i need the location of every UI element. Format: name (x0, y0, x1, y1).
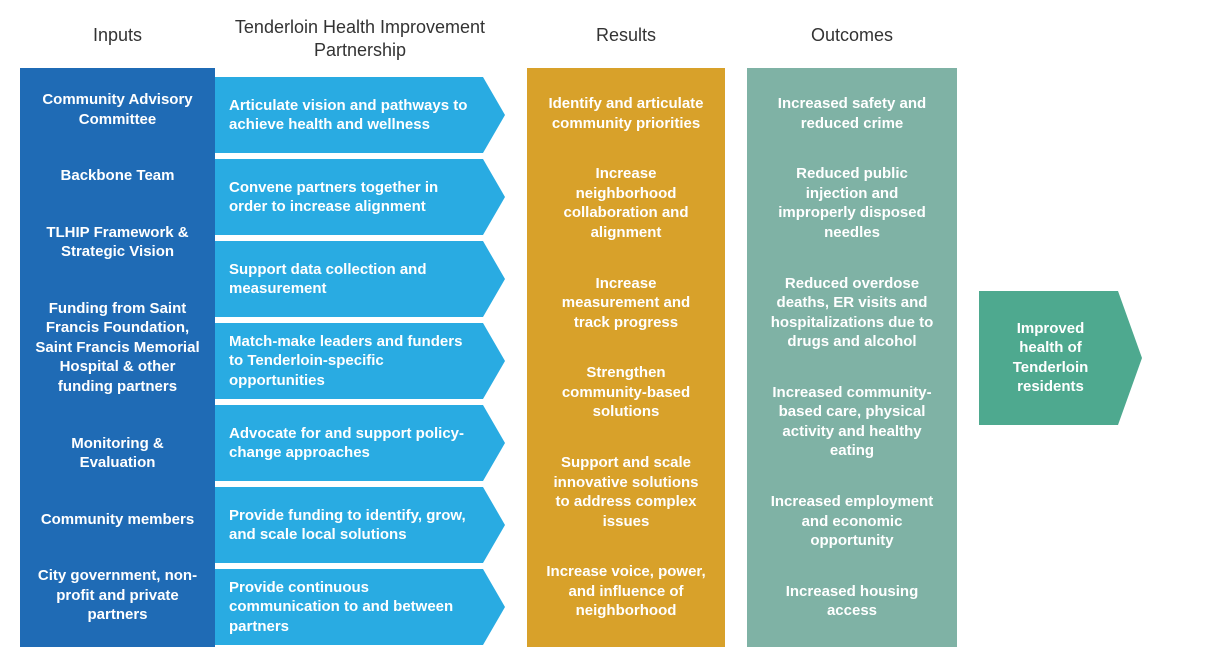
outcomes-item: Increased employment and economic opport… (765, 492, 939, 551)
arrow-head-icon (1118, 291, 1142, 425)
gap (957, 10, 979, 647)
arrow-head-icon (483, 323, 505, 399)
results-item: Increase neighborhood collaboration and … (545, 164, 707, 242)
inputs-item: Backbone Team (34, 166, 201, 186)
column-results: Results Identify and articulate communit… (527, 10, 725, 647)
arrow-head-icon (483, 569, 505, 645)
column-outcomes: Outcomes Increased safety and reduced cr… (747, 10, 957, 647)
final-goal-arrow: Improved health of Tenderloin residents (979, 291, 1142, 425)
column-final: Improved health of Tenderloin residents (979, 10, 1142, 647)
activity-label: Support data collection and measurement (215, 241, 483, 317)
column-header-inputs: Inputs (20, 10, 215, 68)
activity-label: Provide continuous communication to and … (215, 569, 483, 645)
column-body-inputs: Community Advisory Committee Backbone Tea… (20, 68, 215, 647)
column-header-outcomes: Outcomes (747, 10, 957, 68)
final-wrap: Improved health of Tenderloin residents (979, 68, 1142, 647)
arrow-head-icon (483, 241, 505, 317)
activity-label: Articulate vision and pathways to achiev… (215, 77, 483, 153)
results-item: Support and scale innovative solutions t… (545, 453, 707, 531)
column-body-outcomes: Increased safety and reduced crime Reduce… (747, 68, 957, 647)
arrow-head-icon (483, 77, 505, 153)
arrow-head-icon (483, 159, 505, 235)
inputs-item: Community Advisory Committee (34, 90, 201, 129)
column-header-results: Results (527, 10, 725, 68)
inputs-item: Community members (34, 510, 201, 530)
outcomes-item: Increased community-based care, physical… (765, 383, 939, 461)
activity-arrow: Advocate for and support policy-change a… (215, 405, 505, 481)
activity-arrow: Articulate vision and pathways to achiev… (215, 77, 505, 153)
final-goal-label: Improved health of Tenderloin residents (979, 291, 1118, 425)
inputs-item: Funding from Saint Francis Foundation, S… (34, 299, 201, 397)
inputs-item: TLHIP Framework & Strategic Vision (34, 223, 201, 262)
outcomes-item: Increased safety and reduced crime (765, 94, 939, 133)
arrow-head-icon (483, 405, 505, 481)
activity-arrow: Support data collection and measurement (215, 241, 505, 317)
activity-arrow: Convene partners together in order to in… (215, 159, 505, 235)
column-inputs: Inputs Community Advisory Committee Backb… (20, 10, 215, 647)
activity-label: Match-make leaders and funders to Tender… (215, 323, 483, 399)
activity-label: Provide funding to identify, grow, and s… (215, 487, 483, 563)
results-item: Identify and articulate community priori… (545, 94, 707, 133)
inputs-item: Monitoring & Evaluation (34, 434, 201, 473)
arrow-head-icon (483, 487, 505, 563)
activity-label: Convene partners together in order to in… (215, 159, 483, 235)
column-header-activities: Tenderloin Health Improvement Partnershi… (215, 10, 505, 75)
activity-arrow: Match-make leaders and funders to Tender… (215, 323, 505, 399)
results-item: Increase voice, power, and influence of … (545, 562, 707, 621)
results-item: Increase measurement and track progress (545, 274, 707, 333)
activity-label: Advocate for and support policy-change a… (215, 405, 483, 481)
outcomes-item: Increased housing access (765, 582, 939, 621)
outcomes-item: Reduced public injection and improperly … (765, 164, 939, 242)
column-body-activities: Articulate vision and pathways to achiev… (215, 75, 505, 647)
gap (725, 10, 747, 647)
logic-model-diagram: Inputs Community Advisory Committee Backb… (20, 10, 1206, 647)
column-body-results: Identify and articulate community priori… (527, 68, 725, 647)
activity-arrow: Provide continuous communication to and … (215, 569, 505, 645)
gap (505, 10, 527, 647)
activity-arrow: Provide funding to identify, grow, and s… (215, 487, 505, 563)
column-header-final (979, 10, 1142, 68)
outcomes-item: Reduced overdose deaths, ER visits and h… (765, 274, 939, 352)
inputs-item: City government, non-profit and private … (34, 566, 201, 625)
results-item: Strengthen community-based solutions (545, 363, 707, 422)
column-activities: Tenderloin Health Improvement Partnershi… (215, 10, 505, 647)
